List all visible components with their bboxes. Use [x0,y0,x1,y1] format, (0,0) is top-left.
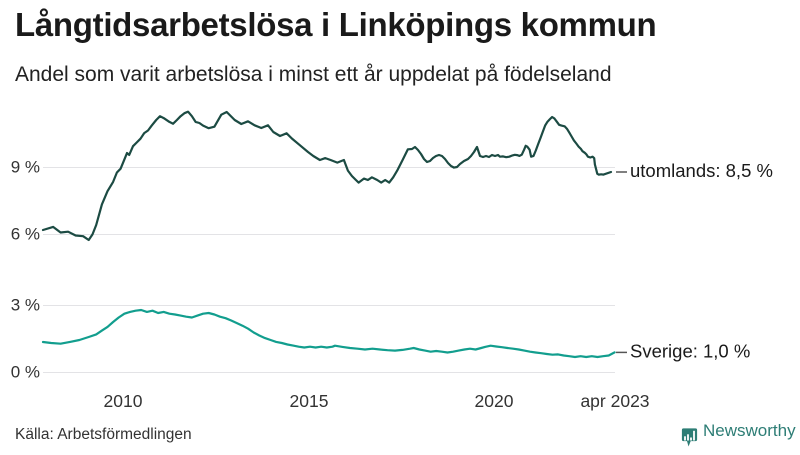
svg-text:2015: 2015 [290,391,329,411]
svg-text:9 %: 9 % [11,158,40,177]
svg-text:utomlands: 8,5 %: utomlands: 8,5 % [630,160,773,181]
svg-text:2020: 2020 [475,391,514,411]
svg-text:apr 2023: apr 2023 [580,391,649,411]
svg-text:Sverige: 1,0 %: Sverige: 1,0 % [630,340,750,361]
svg-text:2010: 2010 [104,391,143,411]
svg-text:6 %: 6 % [11,225,40,244]
svg-text:3 %: 3 % [11,296,40,315]
svg-text:0 %: 0 % [11,363,40,382]
